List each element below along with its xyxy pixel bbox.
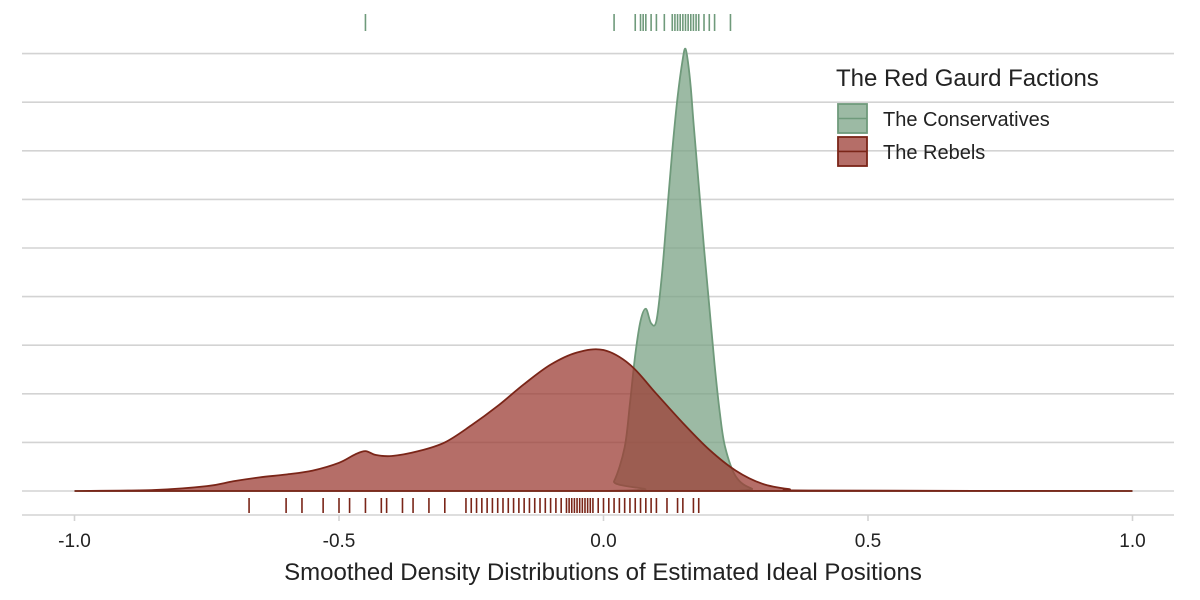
rug-marks: [248, 14, 732, 513]
density-area-the-rebels: [74, 348, 1133, 492]
x-tick-label-4: 1.0: [1119, 531, 1145, 552]
x-axis-title: Smoothed Density Distributions of Estima…: [284, 559, 922, 586]
legend-label-the-conservatives: The Conservatives: [883, 109, 1050, 131]
x-tick-label-3: 0.5: [855, 531, 881, 552]
x-tick-label-0: -1.0: [58, 531, 91, 552]
density-areas: [74, 47, 1133, 492]
x-tick-label-1: -0.5: [323, 531, 356, 552]
legend-items: The Conservatives The Rebels: [837, 103, 1050, 167]
legend-title: The Red Gaurd Factions: [836, 65, 1099, 92]
gridlines: [22, 52, 1174, 516]
legend-label-the-rebels: The Rebels: [883, 142, 985, 164]
x-axis-ticks: -1.0 -0.5 0.0 0.5 1.0: [58, 515, 1146, 552]
legend: The Red Gaurd Factions The Conservatives…: [836, 65, 1099, 167]
x-tick-label-2: 0.0: [590, 531, 616, 552]
